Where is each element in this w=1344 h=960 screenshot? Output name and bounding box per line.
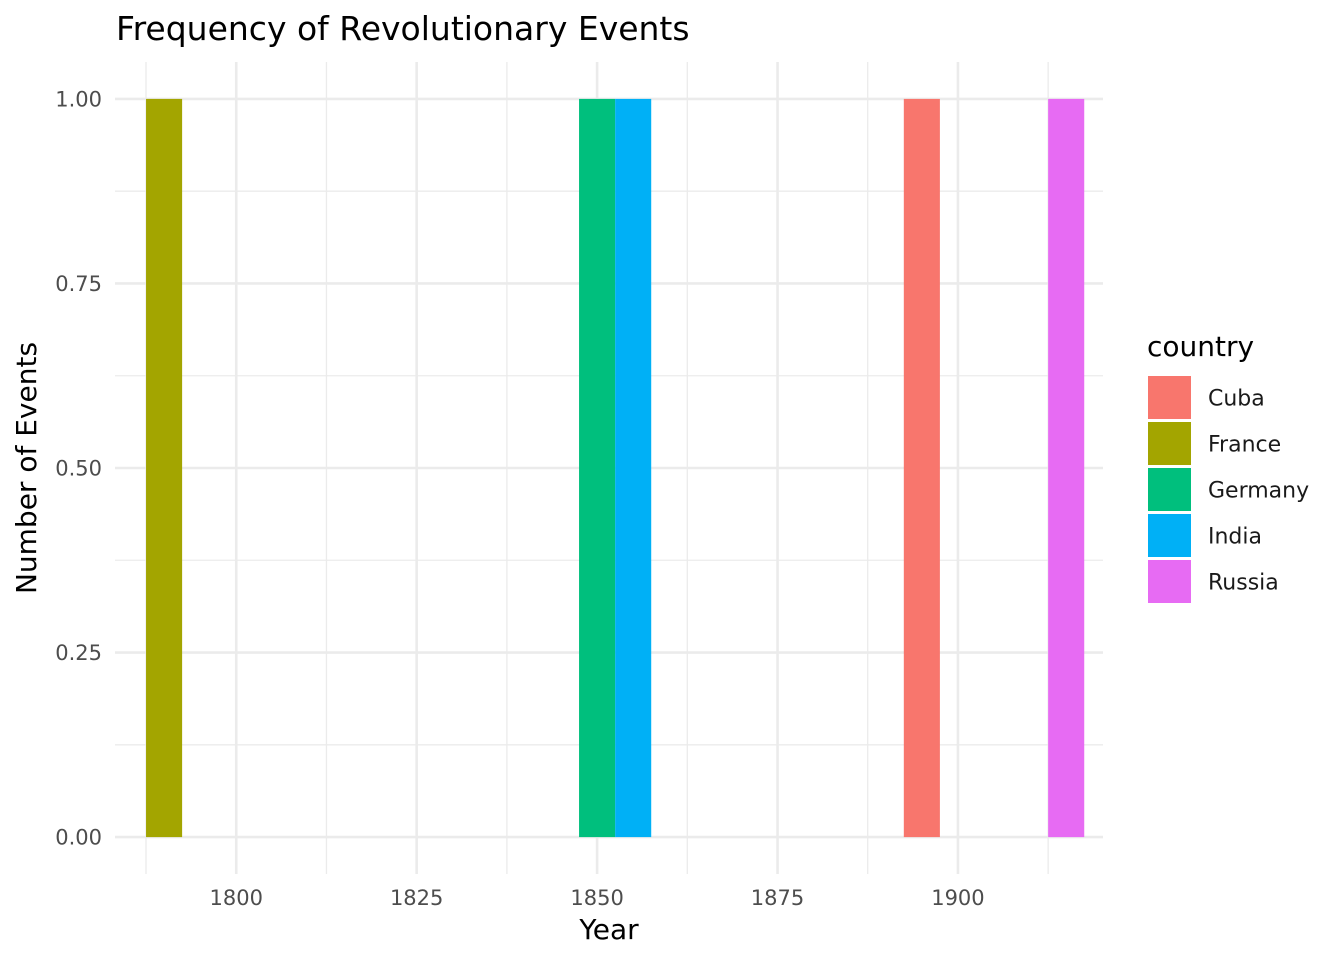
x-tick-label: 1825	[390, 886, 443, 910]
legend-items: Cuba France Germany India Russia	[1148, 376, 1309, 603]
y-axis-title: Number of Events	[10, 342, 43, 594]
x-tick-label: 1900	[931, 886, 984, 910]
bar-india	[615, 98, 652, 838]
legend-label-russia: Russia	[1208, 571, 1279, 596]
legend-key-russia	[1148, 560, 1191, 603]
legend-title: country	[1147, 330, 1254, 363]
legend-label-cuba: Cuba	[1208, 387, 1265, 412]
bar-france	[146, 98, 183, 838]
legend-key-india	[1148, 514, 1191, 557]
bars	[146, 98, 1085, 838]
x-tick-label: 1850	[570, 886, 623, 910]
y-tick-label: 0.00	[55, 826, 102, 850]
y-axis-ticks: 0.00 0.25 0.50 0.75 1.00	[55, 87, 102, 849]
legend-key-cuba	[1148, 376, 1191, 419]
x-tick-label: 1875	[751, 886, 804, 910]
y-tick-label: 0.25	[55, 641, 102, 665]
y-tick-label: 0.75	[55, 272, 102, 296]
legend-label-france: France	[1208, 433, 1281, 458]
x-axis-ticks: 1800 1825 1850 1875 1900	[210, 886, 985, 910]
bar-germany	[579, 98, 616, 838]
plot-area	[115, 62, 1103, 874]
y-tick-label: 0.50	[55, 457, 102, 481]
x-tick-label: 1800	[210, 886, 263, 910]
legend-label-germany: Germany	[1208, 479, 1309, 504]
x-axis-title: Year	[578, 913, 639, 946]
bar-russia	[1048, 98, 1085, 838]
bar-cuba	[903, 98, 940, 838]
legend: country Cuba France Germany India Russia	[1147, 330, 1309, 603]
legend-key-france	[1148, 422, 1191, 465]
legend-key-germany	[1148, 468, 1191, 511]
y-tick-label: 1.00	[55, 87, 102, 111]
legend-label-india: India	[1208, 525, 1262, 550]
chart-title: Frequency of Revolutionary Events	[116, 9, 690, 48]
